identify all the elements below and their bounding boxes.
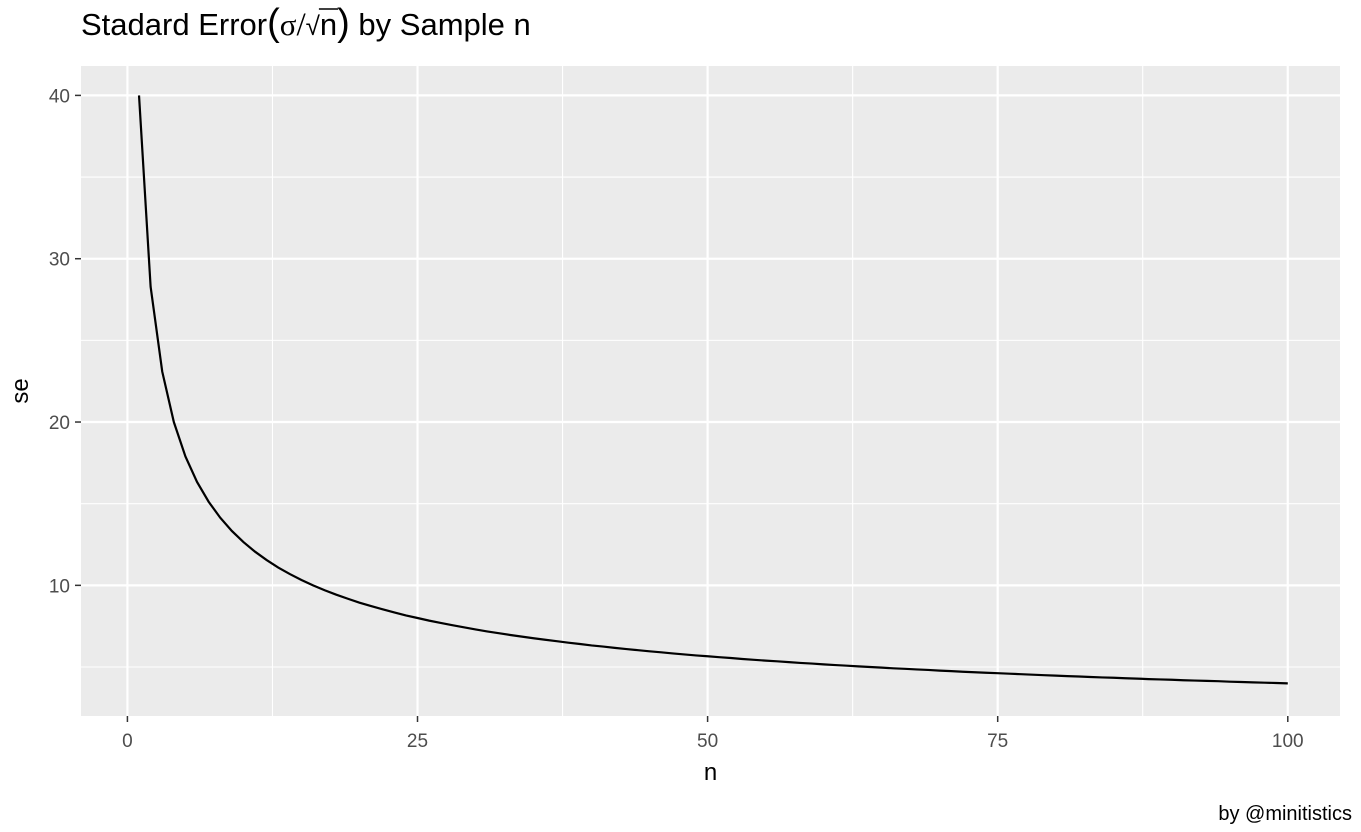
y-tick-label-3: 40: [49, 86, 70, 107]
title-radical: √: [306, 11, 321, 41]
title-close-paren: ): [337, 2, 350, 44]
title-sigma: σ: [280, 7, 297, 42]
x-tick-label-1: 25: [407, 731, 428, 752]
plot-panel: [81, 66, 1340, 716]
y-tick-label-0: 10: [49, 576, 70, 597]
title-open-paren: (: [267, 2, 280, 44]
y-tick-label-1: 20: [49, 413, 70, 434]
y-axis-title: se: [7, 378, 34, 403]
chart-title: Stadard Error(σ/√n) by Sample n: [81, 2, 531, 44]
y-axis: 10 20 30 40: [49, 86, 81, 597]
se-series-line: [137, 95, 1288, 685]
title-radicand: n: [320, 7, 337, 42]
title-slash: /: [296, 7, 306, 43]
y-tick-label-2: 30: [49, 250, 70, 271]
minor-grid: [81, 66, 1340, 716]
title-suffix: by Sample n: [350, 7, 531, 42]
x-tick-label-3: 75: [987, 731, 1008, 752]
x-tick-label-2: 50: [697, 731, 718, 752]
chart-caption: by @minitistics: [1218, 803, 1352, 825]
major-grid: [81, 66, 1340, 716]
x-axis: 0 25 50 75 100: [122, 716, 1304, 752]
x-tick-label-0: 0: [122, 731, 133, 752]
title-prefix: Stadard Error: [81, 7, 267, 42]
x-axis-title: n: [704, 759, 717, 786]
x-tick-label-4: 100: [1272, 731, 1304, 752]
